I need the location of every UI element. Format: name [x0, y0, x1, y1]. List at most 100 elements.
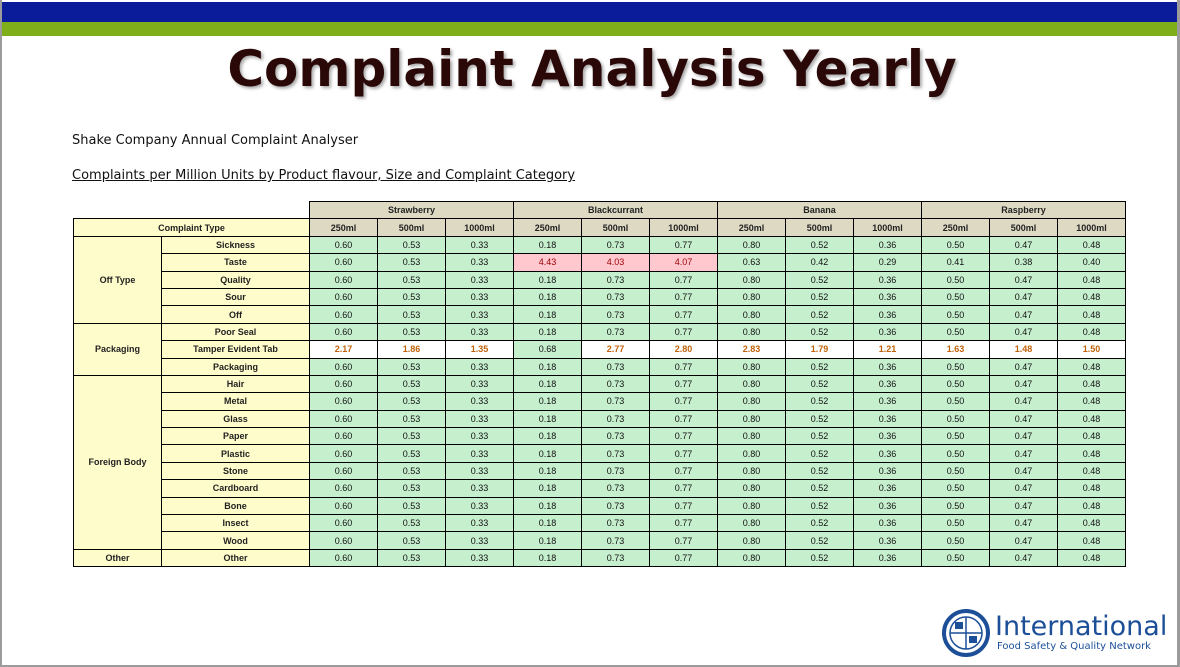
- value-cell: 0.18: [513, 461, 582, 481]
- flavour-header: Blackcurrant: [513, 200, 718, 220]
- table-row: Wood 0.60 0.53 0.33 0.18 0.73 0.77 0.80 0.52 0.36…: [74, 531, 1126, 550]
- value-cell: 0.18: [513, 531, 582, 550]
- value-cell: 0.47: [989, 392, 1058, 411]
- value-cell: 0.52: [785, 392, 854, 411]
- value-cell: 0.53: [377, 444, 446, 463]
- table-row: Metal 0.60 0.53 0.33 0.18 0.73 0.77 0.80 0.52 0.3…: [74, 392, 1126, 411]
- value-cell: 0.33: [445, 287, 514, 307]
- complaint-type-cell: Cardboard: [161, 479, 310, 498]
- value-cell: 0.80: [717, 461, 786, 481]
- value-cell: 0.77: [649, 531, 718, 550]
- value-cell: 0.60: [309, 235, 378, 255]
- value-cell: 0.18: [513, 514, 582, 533]
- value-cell: 0.36: [853, 496, 922, 516]
- value-cell: 0.53: [377, 427, 446, 446]
- value-cell: 0.33: [445, 357, 514, 376]
- value-cell: 0.18: [513, 444, 582, 463]
- table-row: Plastic 0.60 0.53 0.33 0.18 0.73 0.77 0.80 0.52 0…: [74, 444, 1126, 463]
- value-cell: 0.33: [445, 444, 514, 463]
- value-cell: 0.50: [921, 287, 990, 307]
- table-row: Tamper Evident Tab 2.17 1.86 1.35 0.68 2.77 2.…: [74, 340, 1126, 359]
- table-row: Foreign Body Hair 0.60 0.53 0.33 0.18 0.73 0.77…: [73, 374, 1126, 550]
- value-cell: 0.73: [581, 409, 650, 429]
- flavour-header: Strawberry: [309, 200, 514, 220]
- value-cell: 0.77: [649, 374, 718, 394]
- value-cell: 0.80: [717, 444, 786, 463]
- value-cell: 0.80: [717, 548, 786, 568]
- size-header: 500ml: [989, 218, 1058, 237]
- value-cell: 0.52: [785, 409, 854, 429]
- value-cell: 0.36: [853, 374, 922, 394]
- value-cell: 0.50: [921, 427, 990, 446]
- value-cell: 0.77: [649, 235, 718, 255]
- value-cell: 0.36: [853, 357, 922, 376]
- complaint-type-cell: Quality: [161, 270, 310, 289]
- value-cell: 1.48: [989, 340, 1058, 359]
- size-header: 1000ml: [445, 218, 514, 237]
- complaint-type-cell: Insect: [161, 514, 310, 533]
- value-cell: 0.53: [377, 374, 446, 394]
- complaint-type-cell: Tamper Evident Tab: [161, 340, 310, 359]
- table-row: Sour 0.60 0.53 0.33 0.18 0.73 0.77 0.80 0.52 0.36…: [74, 287, 1126, 307]
- value-cell: 0.48: [1057, 409, 1126, 429]
- value-cell: 0.60: [309, 548, 378, 568]
- value-cell: 0.18: [513, 305, 582, 324]
- value-cell: 0.68: [513, 340, 582, 359]
- value-cell: 0.60: [309, 287, 378, 307]
- value-cell: 0.53: [377, 253, 446, 272]
- value-cell: 0.33: [445, 548, 514, 568]
- value-cell: 0.48: [1057, 444, 1126, 463]
- table-row: Glass 0.60 0.53 0.33 0.18 0.73 0.77 0.80 0.52 0.3…: [74, 409, 1126, 429]
- value-cell: 2.77: [581, 340, 650, 359]
- complaint-type-cell: Packaging: [161, 357, 310, 376]
- value-cell: 0.36: [853, 479, 922, 498]
- value-cell: 0.47: [989, 305, 1058, 324]
- table-row: Packaging Poor Seal 0.60 0.53 0.33 0.18 0.73 0.…: [73, 322, 1126, 376]
- value-cell: 0.60: [309, 322, 378, 342]
- value-cell: 0.48: [1057, 270, 1126, 289]
- value-cell: 0.47: [989, 270, 1058, 289]
- value-cell: 0.33: [445, 461, 514, 481]
- value-cell: 0.53: [377, 392, 446, 411]
- value-cell: 0.18: [513, 479, 582, 498]
- value-cell: 0.33: [445, 392, 514, 411]
- value-cell: 0.73: [581, 427, 650, 446]
- size-header-row: Complaint Type 250ml 500ml 1000ml 250ml 500ml…: [73, 218, 1126, 237]
- value-cell: 0.77: [649, 270, 718, 289]
- value-cell: 0.77: [649, 305, 718, 324]
- value-cell: 0.47: [989, 322, 1058, 342]
- category-cell: Packaging: [73, 322, 162, 376]
- value-cell: 0.48: [1057, 357, 1126, 376]
- value-cell: 0.73: [581, 548, 650, 568]
- value-cell: 0.18: [513, 270, 582, 289]
- value-cell: 0.63: [717, 253, 786, 272]
- logo-tagline: Food Safety & Quality Network: [997, 641, 1151, 652]
- value-cell: 0.77: [649, 392, 718, 411]
- value-cell: 0.47: [989, 427, 1058, 446]
- value-cell: 0.47: [989, 461, 1058, 481]
- value-cell: 0.53: [377, 461, 446, 481]
- complaint-type-cell: Hair: [161, 374, 310, 394]
- value-cell: 0.60: [309, 392, 378, 411]
- value-cell: 0.33: [445, 496, 514, 516]
- value-cell: 0.50: [921, 392, 990, 411]
- value-cell: 0.52: [785, 496, 854, 516]
- table-row: Insect 0.60 0.53 0.33 0.18 0.73 0.77 0.80 0.52 0.…: [74, 514, 1126, 533]
- value-cell: 0.73: [581, 531, 650, 550]
- value-cell: 0.80: [717, 392, 786, 411]
- value-cell: 0.36: [853, 305, 922, 324]
- size-header: 250ml: [309, 218, 378, 237]
- value-cell: 0.53: [377, 235, 446, 255]
- value-cell: 0.48: [1057, 427, 1126, 446]
- value-cell: 0.18: [513, 235, 582, 255]
- value-cell: 0.18: [513, 357, 582, 376]
- value-cell: 0.33: [445, 514, 514, 533]
- size-header: 250ml: [717, 218, 786, 237]
- complaint-type-cell: Stone: [161, 461, 310, 481]
- value-cell: 0.36: [853, 270, 922, 289]
- value-cell: 0.60: [309, 357, 378, 376]
- table-row: Paper 0.60 0.53 0.33 0.18 0.73 0.77 0.80 0.52 0.3…: [74, 427, 1126, 446]
- value-cell: 0.47: [989, 531, 1058, 550]
- value-cell: 0.36: [853, 444, 922, 463]
